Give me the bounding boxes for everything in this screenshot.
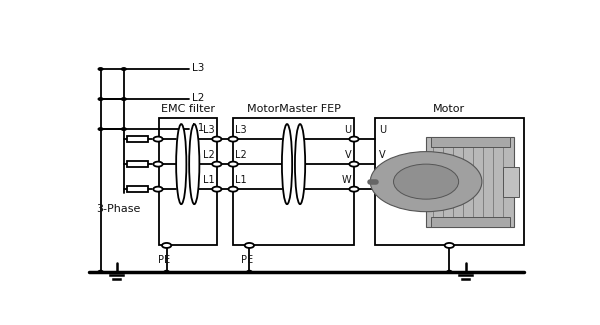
Text: L1: L1 <box>192 123 205 133</box>
Circle shape <box>445 243 454 248</box>
Text: PE: PE <box>158 255 170 266</box>
Text: L3: L3 <box>235 125 247 135</box>
Circle shape <box>154 187 163 192</box>
Bar <box>233 118 354 245</box>
Circle shape <box>212 162 221 167</box>
Circle shape <box>98 68 103 70</box>
Text: V: V <box>345 150 352 160</box>
Circle shape <box>164 270 169 273</box>
Circle shape <box>245 243 254 248</box>
Circle shape <box>349 162 359 167</box>
Bar <box>431 136 510 147</box>
Ellipse shape <box>282 124 292 204</box>
Circle shape <box>212 136 221 142</box>
Circle shape <box>247 270 252 273</box>
Circle shape <box>229 187 238 192</box>
Circle shape <box>154 136 163 142</box>
Ellipse shape <box>176 124 187 204</box>
Circle shape <box>447 270 452 273</box>
Circle shape <box>349 136 359 142</box>
Text: V: V <box>379 150 385 160</box>
Text: EMC filter: EMC filter <box>161 104 215 114</box>
Text: L1: L1 <box>203 176 215 185</box>
Text: L2: L2 <box>203 150 215 160</box>
Text: U: U <box>379 125 386 135</box>
Text: L2: L2 <box>235 150 247 160</box>
Bar <box>431 217 510 227</box>
Text: Motor: Motor <box>433 104 466 114</box>
Text: 3-Phase: 3-Phase <box>96 204 140 214</box>
Circle shape <box>229 136 238 142</box>
Bar <box>375 118 524 245</box>
Circle shape <box>121 128 126 130</box>
Circle shape <box>349 187 359 192</box>
Circle shape <box>370 151 482 212</box>
Text: PE: PE <box>241 255 253 266</box>
Bar <box>127 162 148 167</box>
Circle shape <box>162 243 171 248</box>
Circle shape <box>229 162 238 167</box>
Circle shape <box>98 98 103 100</box>
Bar <box>127 187 148 192</box>
Circle shape <box>121 98 126 100</box>
Text: L3: L3 <box>192 63 205 73</box>
Text: U: U <box>344 125 352 135</box>
Circle shape <box>154 162 163 167</box>
Ellipse shape <box>295 124 305 204</box>
Circle shape <box>394 164 458 199</box>
Text: W: W <box>379 176 388 185</box>
Bar <box>127 136 148 142</box>
Bar <box>158 118 217 245</box>
Circle shape <box>98 270 103 273</box>
Circle shape <box>121 68 126 70</box>
Circle shape <box>98 128 103 130</box>
Bar <box>426 136 514 227</box>
Circle shape <box>212 187 221 192</box>
Bar <box>503 167 519 197</box>
Text: L1: L1 <box>235 176 247 185</box>
Text: L2: L2 <box>192 93 205 103</box>
Text: MotorMaster FEP: MotorMaster FEP <box>247 104 340 114</box>
Text: W: W <box>342 176 352 185</box>
Ellipse shape <box>189 124 199 204</box>
Text: L3: L3 <box>203 125 215 135</box>
